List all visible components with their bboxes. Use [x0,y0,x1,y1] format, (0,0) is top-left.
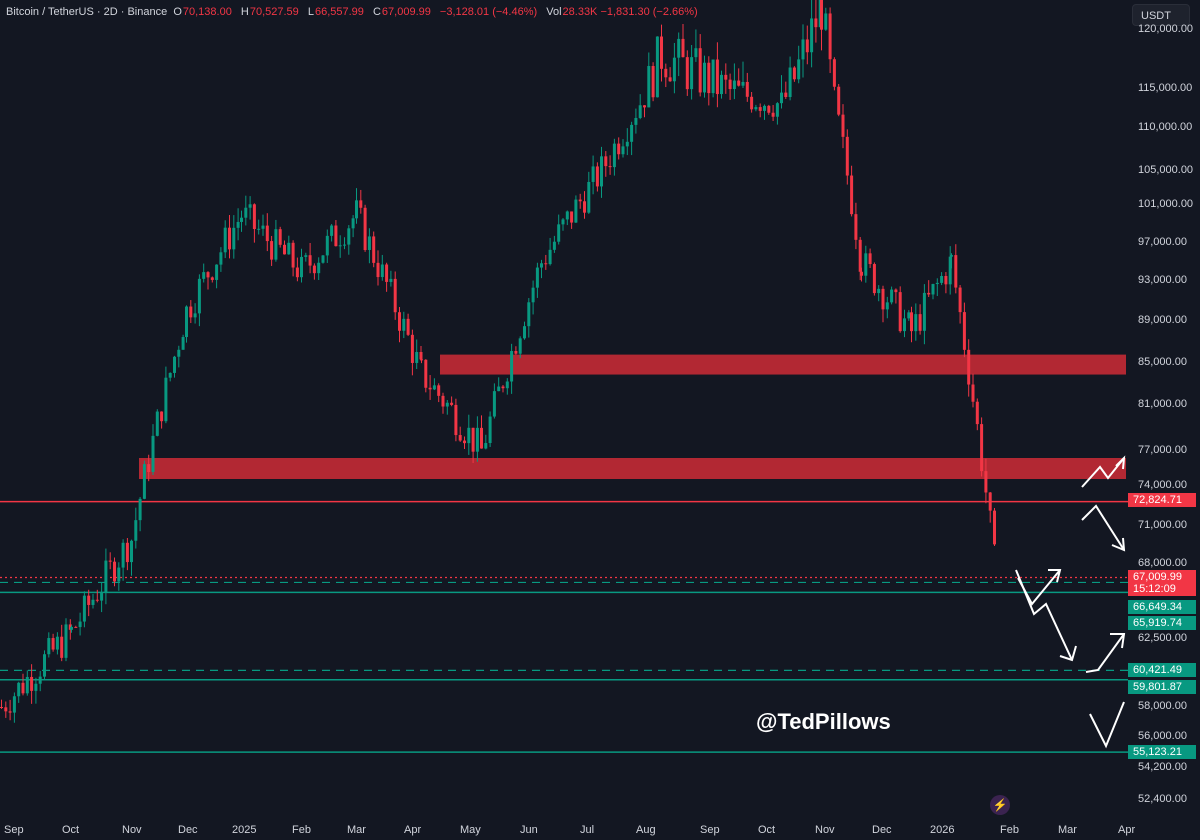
price-tick: 97,000.00 [1138,236,1187,248]
price-tick: 120,000.00 [1138,23,1194,35]
price-level-tag: 67,009.99 15:12:09 [1128,570,1196,596]
price-tick: 54,200.00 [1138,761,1187,773]
price-tick: 77,000.00 [1138,444,1187,456]
time-tick: Sep [700,824,720,836]
time-tick: Dec [178,824,198,836]
price-tick: 58,000.00 [1138,700,1187,712]
time-tick: Nov [815,824,835,836]
time-tick: 2025 [232,824,257,836]
open-value: 70,138.00 [182,6,232,18]
time-tick: Oct [758,824,776,836]
time-tick: Feb [292,824,311,836]
price-level-tag: 59,801.87 [1128,680,1196,694]
time-tick: Jun [520,824,538,836]
price-tick: 74,000.00 [1138,479,1187,491]
author-watermark: @TedPillows [756,709,891,734]
time-tick: Nov [122,824,142,836]
price-level-tag: 72,824.71 [1128,493,1196,507]
time-tick: May [460,824,481,836]
volume-value: 28.33K −1,831.30 (−2.66%) [562,6,698,18]
price-level-tag: 66,649.34 [1128,600,1196,614]
price-tick: 56,000.00 [1138,730,1187,742]
price-tick: 105,000.00 [1138,164,1194,176]
symbol-header: Bitcoin / TetherUS · 2D · Binance O70,13… [6,6,698,18]
price-tick: 110,000.00 [1138,121,1193,133]
price-tick: 101,000.00 [1138,198,1194,210]
price-tick: 93,000.00 [1138,274,1187,286]
symbol-title: Bitcoin / TetherUS · 2D · Binance [6,6,168,18]
price-tick: 85,000.00 [1138,356,1187,368]
resistance-zone [139,458,1126,479]
currency-button[interactable]: USDT [1132,4,1190,26]
high-value: 70,527.59 [249,6,299,18]
close-value: 67,009.99 [381,6,431,18]
price-tick: 89,000.00 [1138,314,1187,326]
time-tick: 2026 [930,824,955,836]
time-tick: Jul [580,824,595,836]
price-tick: 71,000.00 [1138,519,1187,531]
time-tick: Sep [4,824,24,836]
price-level-tag: 65,919.74 [1128,616,1196,630]
price-tick: 52,400.00 [1138,793,1187,805]
price-level-tag: 55,123.21 [1128,745,1196,759]
price-tick: 81,000.00 [1138,398,1187,410]
resistance-zone [440,354,1126,375]
time-tick: Feb [1000,824,1019,836]
time-tick: Oct [62,824,80,836]
price-tick: 68,000.00 [1138,557,1187,569]
time-tick: Mar [347,824,366,836]
time-tick: Dec [872,824,892,836]
lightning-icon[interactable]: ⚡ [990,795,1010,815]
price-level-tag: 60,421.49 [1128,663,1196,677]
time-tick: Aug [636,824,656,836]
time-tick: Apr [404,824,422,836]
price-tick: 62,500.00 [1138,632,1187,644]
time-tick: Mar [1058,824,1077,836]
change-value: −3,128.01 (−4.46%) [439,6,538,18]
time-tick: Apr [1118,824,1136,836]
low-value: 66,557.99 [314,6,364,18]
price-tick: 115,000.00 [1138,82,1193,94]
